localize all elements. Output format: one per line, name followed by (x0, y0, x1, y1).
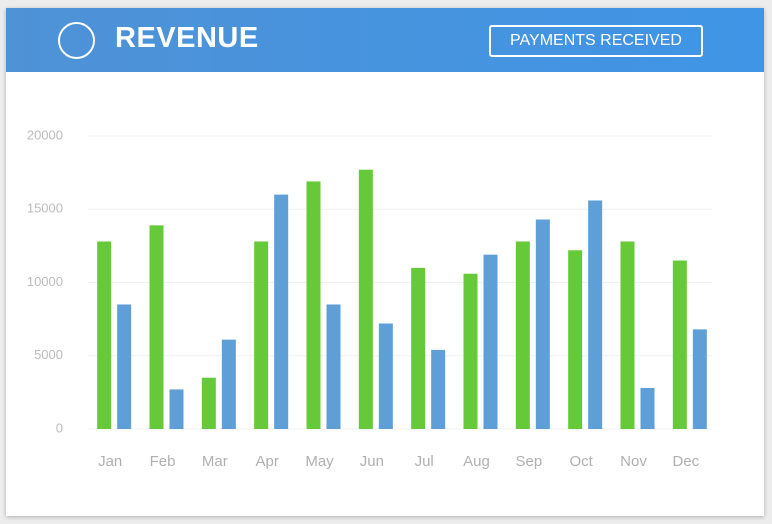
bar (431, 349, 446, 429)
bar (588, 200, 603, 429)
bar (672, 260, 687, 429)
icon[interactable] (58, 22, 95, 59)
y-tick-label: 15000 (27, 201, 63, 216)
x-tick-label: Jun (360, 453, 384, 470)
bar (535, 219, 550, 429)
bar (306, 181, 321, 429)
bar (358, 169, 373, 429)
x-tick-label: Apr (255, 453, 278, 470)
bar (254, 241, 269, 429)
x-tick-label: Mar (202, 453, 228, 470)
bar (326, 304, 341, 429)
bar (620, 241, 635, 429)
y-tick-label: 20000 (27, 127, 63, 142)
x-tick-label: Aug (463, 453, 490, 470)
bar (169, 389, 184, 429)
bar (411, 267, 426, 429)
x-tick-label: Jan (98, 453, 122, 470)
y-tick-label: 10000 (27, 274, 63, 289)
x-tick-label: Jul (415, 453, 434, 470)
bar (149, 225, 164, 429)
bar (568, 250, 583, 429)
bar (221, 339, 236, 429)
title: REVENUE (115, 22, 259, 54)
header: REVENUE PAYMENTS RECEIVED (6, 8, 764, 72)
x-tick-label: Oct (569, 453, 593, 470)
bar (97, 241, 112, 429)
bar (201, 377, 216, 429)
x-tick-label: Sep (515, 453, 542, 470)
x-tick-label: May (305, 453, 334, 470)
bar (117, 304, 132, 429)
bar (483, 254, 498, 429)
x-tick-label: Dec (672, 453, 699, 470)
x-tick-label: Feb (150, 453, 176, 470)
bar (378, 323, 393, 429)
card: REVENUE PAYMENTS RECEIVED (6, 8, 764, 516)
y-tick-label: 0 (56, 420, 63, 435)
bar (463, 273, 478, 429)
x-tick-label: Nov (620, 453, 647, 470)
bar (274, 194, 289, 429)
bar (692, 329, 707, 429)
bar (515, 241, 530, 429)
payments-button[interactable]: PAYMENTS RECEIVED (489, 25, 703, 57)
bar (640, 387, 655, 429)
y-tick-label: 5000 (34, 347, 63, 362)
